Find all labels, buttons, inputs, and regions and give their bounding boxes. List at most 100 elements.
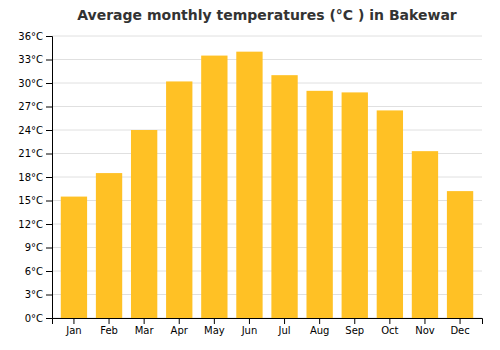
y-axis: 0°C 3°C 6°C 9°C 12°C 15°C 18°C 21°C 24°C 27°C 30°C… — [18, 31, 52, 324]
bar — [306, 91, 332, 318]
bar — [131, 130, 157, 318]
y-tick-mark — [46, 154, 52, 155]
x-tick-mark — [284, 318, 285, 324]
bar — [61, 197, 87, 318]
y-tick: 15°C — [18, 195, 52, 206]
x-tick: Aug — [310, 318, 330, 336]
x-tick-label: Aug — [310, 325, 330, 336]
chart-svg: 0°C 3°C 6°C 9°C 12°C 15°C 18°C 21°C 24°C 27°C 30°C… — [0, 0, 500, 350]
y-tick: 12°C — [18, 219, 52, 230]
x-tick-label: Sep — [345, 325, 364, 336]
y-tick-mark — [46, 201, 52, 202]
y-tick: 27°C — [18, 101, 52, 112]
x-tick-label: May — [204, 325, 225, 336]
y-tick-mark — [46, 107, 52, 108]
bar — [201, 56, 227, 318]
y-tick-label: 33°C — [18, 54, 43, 65]
bar — [271, 75, 297, 318]
x-tick-label: Apr — [171, 325, 189, 336]
bar — [412, 151, 438, 318]
y-tick-mark — [46, 60, 52, 61]
bar — [342, 92, 368, 318]
y-tick-label: 18°C — [18, 172, 43, 183]
y-tick-mark — [46, 224, 52, 225]
x-tick: Jan — [65, 318, 81, 336]
x-tick-mark — [179, 318, 180, 324]
grid — [52, 36, 482, 318]
bar — [236, 52, 262, 318]
x-tick: Sep — [345, 318, 364, 336]
x-tick: Nov — [415, 318, 435, 336]
y-tick-mark — [46, 177, 52, 178]
x-tick-label: Mar — [135, 325, 155, 336]
y-tick-mark — [46, 83, 52, 84]
bars — [61, 52, 473, 318]
x-tick: Jul — [278, 318, 291, 336]
y-tick-mark — [46, 36, 52, 37]
y-tick-label: 15°C — [18, 195, 43, 206]
x-tick: Oct — [381, 318, 398, 336]
grid-line — [52, 36, 482, 37]
y-tick: 0°C — [25, 313, 52, 324]
y-tick-mark — [46, 271, 52, 272]
grid-line — [52, 83, 482, 84]
x-tick-mark — [389, 318, 390, 324]
y-tick-label: 9°C — [25, 242, 43, 253]
x-tick: Apr — [171, 318, 189, 336]
x-tick: Jun — [241, 318, 258, 336]
y-tick: 33°C — [18, 54, 52, 65]
y-tick-mark — [46, 248, 52, 249]
y-tick-label: 27°C — [18, 101, 43, 112]
x-axis: Jan Feb Mar Apr May Jun Jul Aug Sep Oct Nov Dec — [53, 318, 483, 336]
x-tick-mark — [73, 318, 74, 324]
x-tick: Dec — [450, 318, 469, 336]
x-tick-label: Jan — [65, 325, 81, 336]
x-tick-label: Dec — [450, 325, 469, 336]
y-tick: 3°C — [25, 289, 52, 300]
y-tick: 24°C — [18, 125, 52, 136]
y-tick: 36°C — [18, 31, 52, 42]
x-tick-mark — [460, 318, 461, 324]
y-tick-label: 6°C — [25, 266, 43, 277]
chart-title: Average monthly temperatures (°C ) in Ba… — [77, 7, 457, 23]
y-tick-label: 12°C — [18, 219, 43, 230]
x-tick: May — [204, 318, 225, 336]
y-tick-label: 30°C — [18, 78, 43, 89]
x-axis-line — [53, 319, 483, 325]
x-tick-mark — [249, 318, 250, 324]
y-tick: 9°C — [25, 242, 52, 253]
y-tick-mark — [46, 295, 52, 296]
x-tick-label: Jun — [241, 325, 258, 336]
y-tick-mark — [46, 130, 52, 131]
bar — [377, 110, 403, 318]
x-tick-mark — [424, 318, 425, 324]
x-tick-mark — [144, 318, 145, 324]
y-tick: 30°C — [18, 78, 52, 89]
y-tick-label: 36°C — [18, 31, 43, 42]
y-tick: 21°C — [18, 148, 52, 159]
x-tick-mark — [109, 318, 110, 324]
x-tick-mark — [354, 318, 355, 324]
y-tick: 18°C — [18, 172, 52, 183]
y-tick-mark — [46, 318, 52, 319]
y-tick-label: 21°C — [18, 148, 43, 159]
x-tick-label: Oct — [381, 325, 398, 336]
grid-line — [52, 59, 482, 60]
x-tick-label: Jul — [278, 325, 291, 336]
y-axis-line — [46, 37, 53, 319]
y-tick-label: 24°C — [18, 125, 43, 136]
chart-container: 0°C 3°C 6°C 9°C 12°C 15°C 18°C 21°C 24°C 27°C 30°C… — [0, 0, 500, 350]
bar — [166, 81, 192, 318]
x-tick-label: Nov — [415, 325, 435, 336]
bar — [447, 191, 473, 318]
grid-line — [52, 130, 482, 131]
plot-area: 0°C 3°C 6°C 9°C 12°C 15°C 18°C 21°C 24°C 27°C 30°C… — [18, 31, 482, 336]
bar — [96, 173, 122, 318]
x-tick-mark — [214, 318, 215, 324]
x-tick-mark — [319, 318, 320, 324]
x-tick: Feb — [100, 318, 118, 336]
y-tick-label: 3°C — [25, 289, 43, 300]
grid-line — [52, 106, 482, 107]
y-tick: 6°C — [25, 266, 52, 277]
y-tick-label: 0°C — [25, 313, 43, 324]
